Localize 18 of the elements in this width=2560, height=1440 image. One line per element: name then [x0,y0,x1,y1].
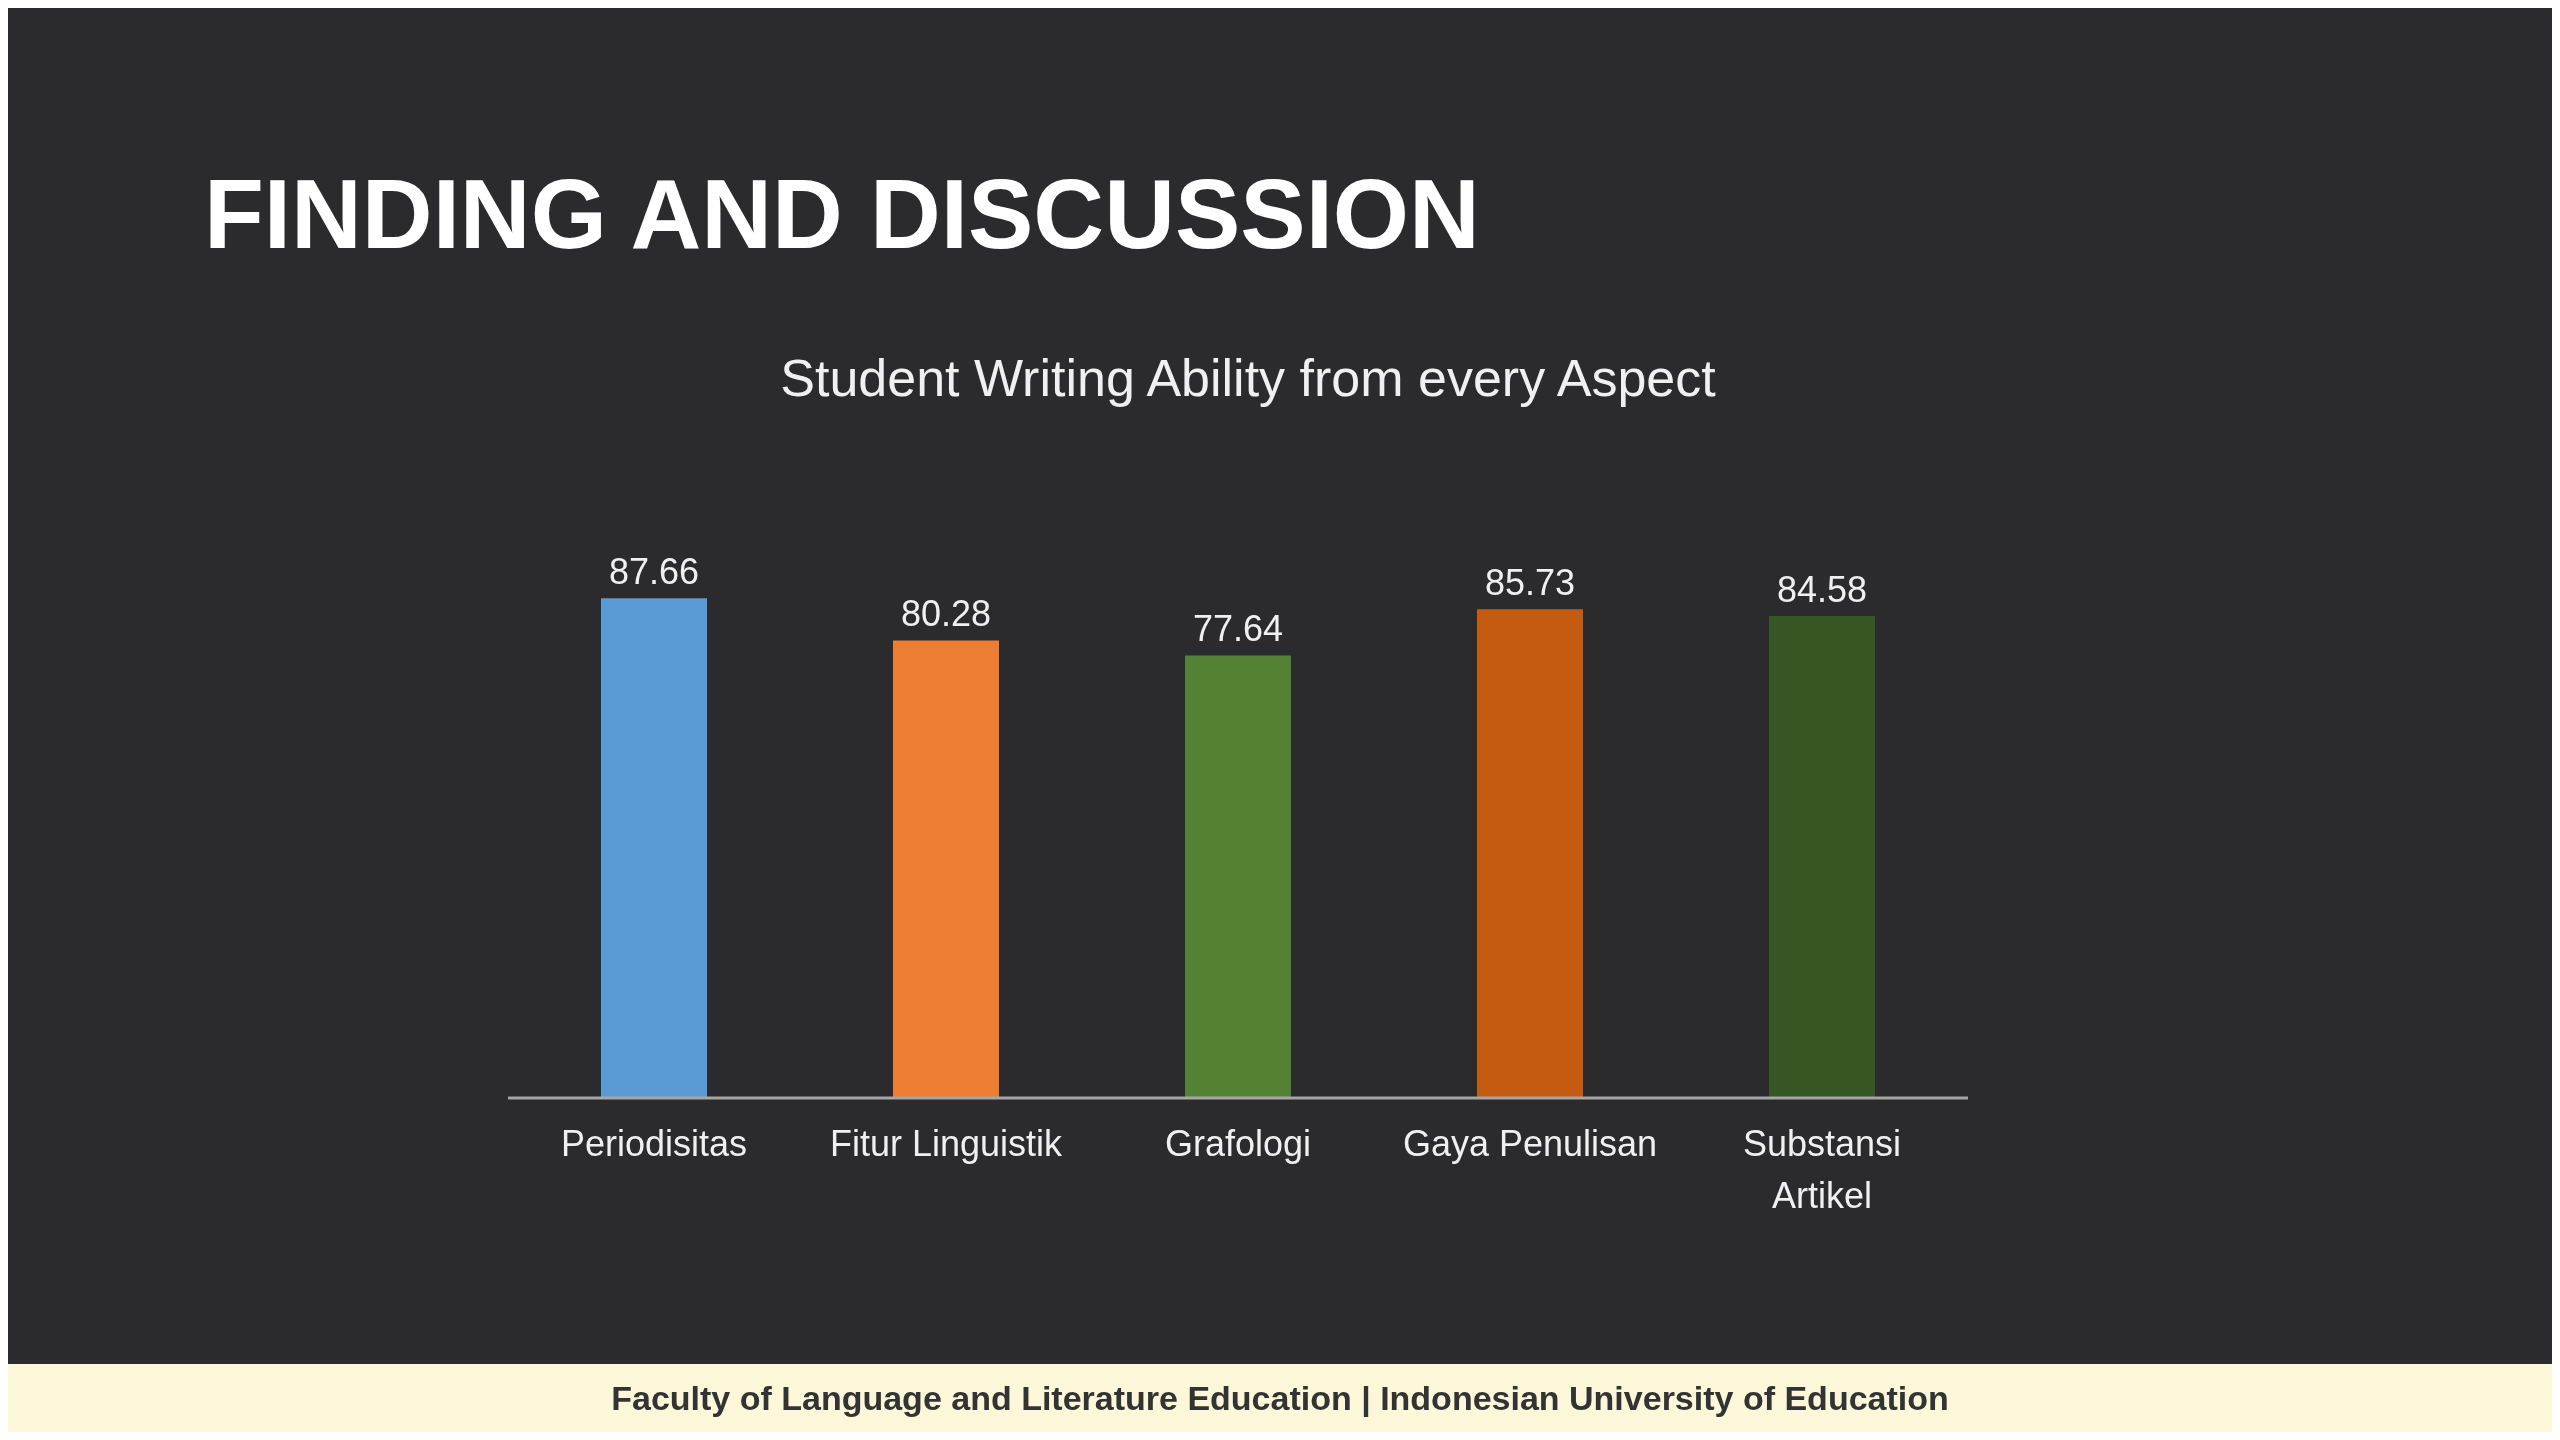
bar [893,640,999,1098]
chart-subtitle: Student Writing Ability from every Aspect [779,348,1717,408]
text: Faculty of Language and Literature Education | Indonesian University of Education [611,1378,1949,1418]
bar [1185,655,1291,1098]
x-tick-label: Grafologi [1164,1123,1312,1164]
x-tick-label: Gaya Penulisan [1402,1123,1658,1164]
bar [601,598,707,1098]
data-label: 80.28 [900,593,992,635]
data-label: 77.64 [1192,608,1284,650]
data-label: 87.66 [608,551,700,593]
bar [1477,609,1583,1098]
bar [1769,615,1875,1098]
data-label: 84.58 [1776,568,1868,610]
x-tick-label: Periodisitas [560,1123,748,1164]
x-tick-label: Substansi Artikel [1742,1123,1902,1216]
data-label: 85.73 [1484,562,1576,604]
x-tick-label: Fitur Linguistik [829,1123,1064,1164]
chart-title: FINDING AND DISCUSSION [204,158,1480,271]
